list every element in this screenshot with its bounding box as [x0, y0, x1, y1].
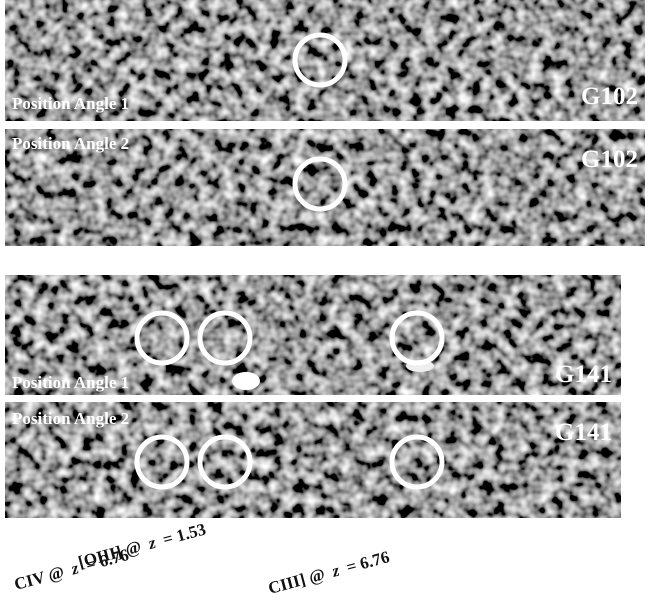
angle-label: Position Angle 2 [12, 134, 129, 153]
grism-label: G102 [581, 146, 638, 173]
angle-label: Position Angle 1 [12, 94, 129, 113]
angle-label: Position Angle 2 [12, 409, 129, 428]
spectrum-panel: Position Angle 2 G141 [5, 402, 621, 518]
source-marker [389, 434, 445, 490]
line-label: CIII] @ z = 6.76 [266, 547, 391, 598]
spectrum-image [5, 275, 621, 395]
line-label: [OIII] @ z = 1.53 [76, 520, 208, 572]
variable: z [145, 533, 158, 553]
source-marker [134, 434, 190, 490]
spectrum-panel: Position Angle 2 G102 [5, 129, 645, 246]
source-marker [389, 310, 445, 366]
spectrum-image [5, 402, 621, 518]
value: = 1.53 [161, 520, 208, 550]
grism-label: G141 [555, 419, 612, 446]
grism-label: G102 [581, 83, 638, 110]
value: = 6.76 [344, 547, 391, 577]
grism-label: G141 [555, 361, 612, 388]
variable: z [329, 561, 342, 581]
spectrum-image [5, 129, 645, 246]
spectrum-image [5, 0, 645, 121]
species: CIV @ [12, 562, 66, 594]
angle-label: Position Angle 1 [12, 373, 129, 392]
source-marker [292, 32, 348, 88]
spectrum-panel: Position Angle 1 G141 [5, 275, 621, 395]
source-marker [197, 310, 253, 366]
spectrum-panel: Position Angle 1 G102 [5, 0, 645, 121]
species: CIII] @ [266, 565, 327, 598]
source-marker [134, 310, 190, 366]
source-marker [197, 434, 253, 490]
source-marker [292, 156, 348, 212]
bright-spot [232, 372, 260, 390]
